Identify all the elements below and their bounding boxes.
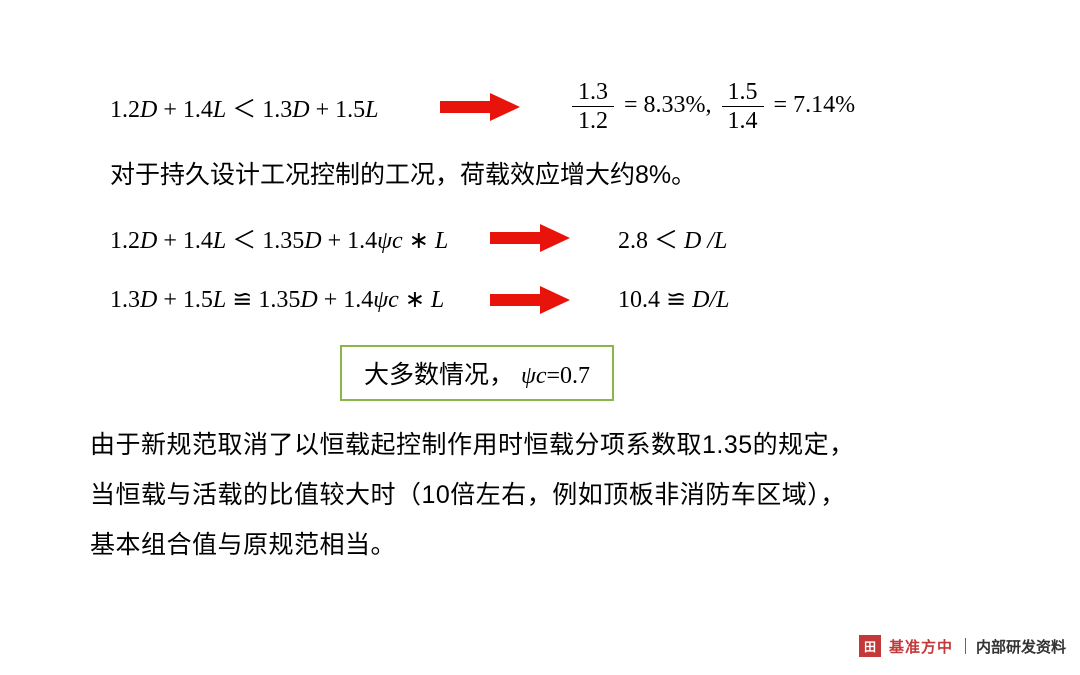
sym-d: D <box>140 287 157 313</box>
footer: 田 基准方中 内部研发资料 <box>859 635 1080 657</box>
sym-l: L <box>213 228 226 254</box>
numerator: 1.3 <box>572 80 614 106</box>
eq1-result: 1.3 1.2 = 8.33%, 1.5 1.4 = 7.14% <box>568 80 855 133</box>
approx-op: ≌ <box>666 287 686 313</box>
equation-row-2: 1.2D + 1.4L ＜ 1.35D + 1.4ψc ∗ L 2.8 ＜ D … <box>0 220 1080 255</box>
slide: 1.2D + 1.4L ＜ 1.3D + 1.5L 1.3 1.2 = 8.33… <box>0 0 1080 675</box>
sym-d: D <box>304 228 321 254</box>
coef: 1.4 <box>347 228 377 254</box>
value: 2.8 <box>618 228 648 254</box>
denominator: 1.2 <box>572 106 614 133</box>
box-text: 大多数情况， <box>364 361 521 389</box>
ratio: D /L <box>684 228 727 254</box>
coef: 1.4 <box>343 287 373 313</box>
equation-row-1: 1.2D + 1.4L ＜ 1.3D + 1.5L 1.3 1.2 = 8.33… <box>0 80 1080 133</box>
numerator: 1.5 <box>722 80 764 106</box>
sym-l: L <box>365 97 378 123</box>
footer-label: 内部研发资料 <box>976 636 1080 657</box>
body-line: 基本组合值与原规范相当。 <box>90 520 1020 570</box>
psi: ψc <box>521 363 547 389</box>
eq3-lhs: 1.3D + 1.5L ≌ 1.35D + 1.4ψc ∗ L <box>110 285 480 314</box>
coef: 1.2 <box>110 97 140 123</box>
value: 10.4 <box>618 287 660 313</box>
body-line: 当恒载与活载的比值较大时（10倍左右，例如顶板非消防车区域）， <box>90 470 1020 520</box>
eq2-result: 2.8 ＜ D /L <box>618 220 727 255</box>
eq2-lhs: 1.2D + 1.4L ＜ 1.35D + 1.4ψc ∗ L <box>110 220 480 255</box>
compare-op: ＜ <box>654 228 678 254</box>
coef: 1.2 <box>110 228 140 254</box>
box-value: =0.7 <box>547 363 591 389</box>
compare-op: ＜ <box>232 97 256 123</box>
coef: 1.3 <box>110 287 140 313</box>
sym-l: L <box>435 228 448 254</box>
coef: 1.35 <box>262 228 304 254</box>
coef: 1.5 <box>335 97 365 123</box>
brand-name: 基准方中 <box>889 636 953 657</box>
sym-l: L <box>431 287 444 313</box>
coef: 1.35 <box>258 287 300 313</box>
body-paragraph: 由于新规范取消了以恒载起控制作用时恒载分项系数取1.35的规定， 当恒载与活载的… <box>90 420 1020 570</box>
highlight-box: 大多数情况， ψc=0.7 <box>340 345 614 401</box>
value: 7.14% <box>793 92 855 118</box>
arrow-icon <box>440 93 520 121</box>
denominator: 1.4 <box>722 106 764 133</box>
divider <box>965 638 966 654</box>
eq1-lhs: 1.2D + 1.4L ＜ 1.3D + 1.5L <box>110 89 420 124</box>
coef: 1.4 <box>183 228 213 254</box>
body-line: 由于新规范取消了以恒载起控制作用时恒载分项系数取1.35的规定， <box>90 420 1020 470</box>
psi: ψc <box>377 228 403 254</box>
sym-l: L <box>213 97 226 123</box>
eq3-result: 10.4 ≌ D/L <box>618 285 729 314</box>
arrow-icon <box>490 224 570 252</box>
sym-d: D <box>140 228 157 254</box>
compare-op: ＜ <box>232 228 256 254</box>
coef: 1.5 <box>183 287 213 313</box>
value: 8.33% <box>644 92 706 118</box>
explanation-line-1: 对于持久设计工况控制的工况，荷载效应增大约8%。 <box>110 155 696 191</box>
psi: ψc <box>373 287 399 313</box>
sym-d: D <box>292 97 309 123</box>
sym-l: L <box>213 287 226 313</box>
fraction: 1.3 1.2 <box>572 80 614 133</box>
fraction: 1.5 1.4 <box>722 80 764 133</box>
sym-d: D <box>140 97 157 123</box>
sym-d: D <box>300 287 317 313</box>
coef: 1.3 <box>262 97 292 123</box>
coef: 1.4 <box>183 97 213 123</box>
equation-row-3: 1.3D + 1.5L ≌ 1.35D + 1.4ψc ∗ L 10.4 ≌ D… <box>0 285 1080 314</box>
logo-icon: 田 <box>859 635 881 657</box>
arrow-icon <box>490 286 570 314</box>
ratio: D/L <box>692 287 729 313</box>
approx-op: ≌ <box>232 287 252 313</box>
